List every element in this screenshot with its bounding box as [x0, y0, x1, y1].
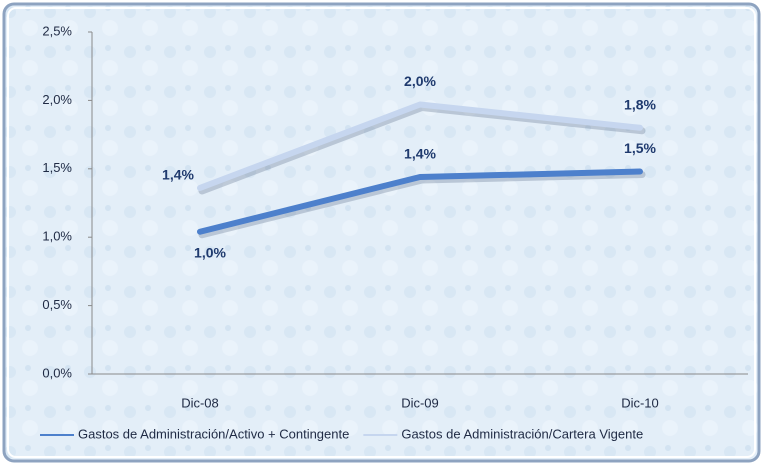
y-tick-label: 1,0% [42, 229, 72, 244]
series-line [197, 168, 643, 235]
data-label: 1,8% [624, 96, 656, 112]
legend-label: Gastos de Administración/Activo + Contin… [78, 426, 349, 441]
data-label: 1,0% [194, 244, 226, 260]
data-label: 1,5% [624, 140, 656, 156]
x-tick-label: Dic-10 [621, 395, 659, 410]
y-tick-label: 1,5% [42, 160, 72, 175]
series-line [197, 101, 643, 191]
series-line-shadow [198, 171, 646, 239]
chart-frame-inner [7, 7, 756, 458]
y-tick-label: 2,5% [42, 23, 72, 38]
data-label: 1,4% [162, 167, 194, 183]
y-tick-label: 0,0% [42, 365, 72, 380]
legend-label: Gastos de Administración/Cartera Vigente [401, 426, 643, 441]
x-tick-label: Dic-08 [181, 395, 219, 410]
data-label: 2,0% [404, 73, 436, 89]
y-tick-label: 0,5% [42, 297, 72, 312]
y-tick-label: 2,0% [42, 92, 72, 107]
x-tick-label: Dic-09 [401, 395, 439, 410]
data-label: 1,4% [404, 146, 436, 162]
